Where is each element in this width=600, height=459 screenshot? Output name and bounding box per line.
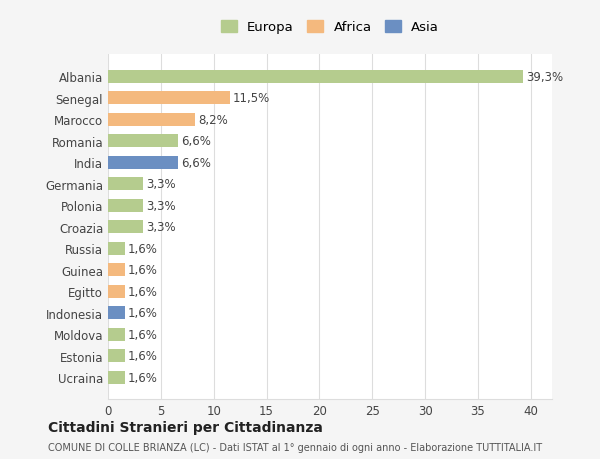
Bar — [108, 328, 125, 341]
Text: 8,2%: 8,2% — [198, 113, 227, 127]
Text: 1,6%: 1,6% — [128, 307, 158, 319]
Text: 3,3%: 3,3% — [146, 221, 176, 234]
Text: 1,6%: 1,6% — [128, 242, 158, 255]
Text: 6,6%: 6,6% — [181, 135, 211, 148]
Bar — [108, 371, 125, 384]
Text: 6,6%: 6,6% — [181, 157, 211, 169]
Text: 3,3%: 3,3% — [146, 178, 176, 191]
Bar — [108, 113, 194, 127]
Legend: Europa, Africa, Asia: Europa, Africa, Asia — [217, 17, 443, 38]
Bar — [108, 135, 178, 148]
Text: Cittadini Stranieri per Cittadinanza: Cittadini Stranieri per Cittadinanza — [48, 420, 323, 435]
Text: 1,6%: 1,6% — [128, 263, 158, 277]
Text: COMUNE DI COLLE BRIANZA (LC) - Dati ISTAT al 1° gennaio di ogni anno - Elaborazi: COMUNE DI COLLE BRIANZA (LC) - Dati ISTA… — [48, 442, 542, 452]
Text: 1,6%: 1,6% — [128, 349, 158, 362]
Bar — [108, 71, 523, 84]
Bar — [108, 199, 143, 212]
Bar — [108, 263, 125, 276]
Bar — [108, 307, 125, 319]
Text: 11,5%: 11,5% — [233, 92, 270, 105]
Text: 1,6%: 1,6% — [128, 328, 158, 341]
Text: 1,6%: 1,6% — [128, 371, 158, 384]
Bar — [108, 349, 125, 362]
Text: 1,6%: 1,6% — [128, 285, 158, 298]
Text: 3,3%: 3,3% — [146, 199, 176, 212]
Bar — [108, 221, 143, 234]
Bar — [108, 178, 143, 191]
Bar — [108, 242, 125, 255]
Text: 39,3%: 39,3% — [527, 71, 564, 84]
Bar — [108, 157, 178, 169]
Bar — [108, 92, 230, 105]
Bar — [108, 285, 125, 298]
